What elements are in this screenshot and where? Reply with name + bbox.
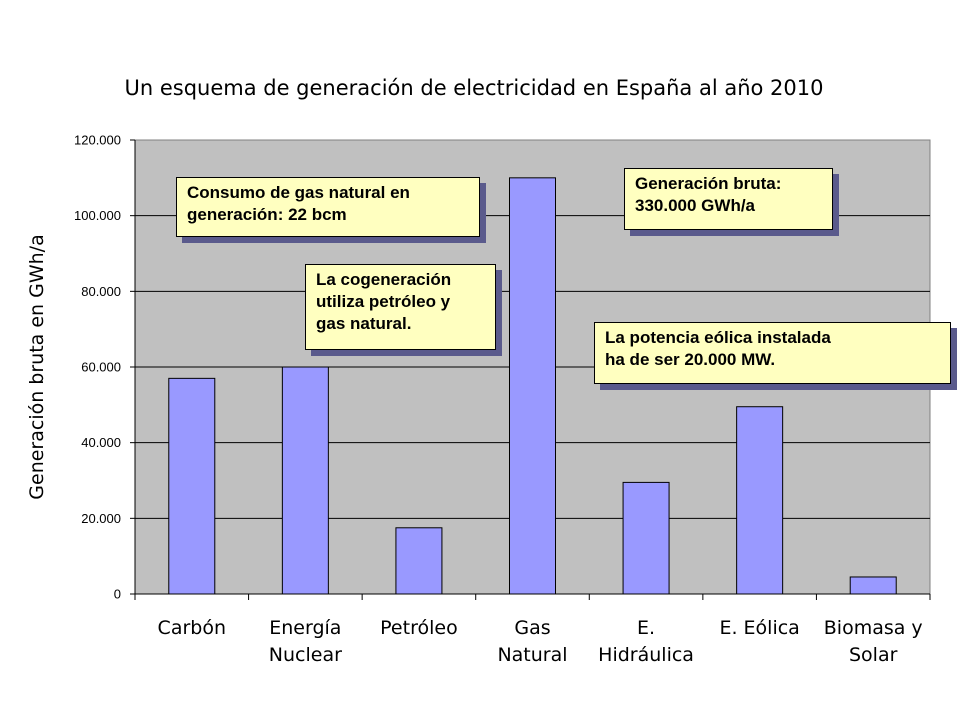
annotation-gross-generation: Generación bruta: 330.000 GWh/a [624, 168, 833, 230]
annotation-cogeneration: La cogeneración utiliza petróleo y gas n… [305, 264, 496, 350]
annotation-line: La potencia eólica instalada [605, 328, 831, 347]
annotation-wind-capacity: La potencia eólica instalada ha de ser 2… [594, 322, 951, 384]
bar [509, 177, 556, 595]
bar [622, 481, 670, 595]
y-axis-label: Generación bruta en GWh/a [26, 234, 48, 499]
annotation-line: gas natural. [316, 314, 412, 333]
x-tick-label: E. Hidráulica [598, 617, 694, 666]
x-tick-label: Carbón [158, 617, 226, 639]
bar-series [168, 177, 897, 595]
y-tick-labels: 0 20.000 40.000 60.000 80.000 100.000 120.000 [74, 133, 121, 602]
y-tick-label: 120.000 [74, 133, 121, 148]
y-tick-label: 40.000 [81, 435, 121, 450]
annotation-line: 330.000 GWh/a [635, 196, 756, 215]
chart-title: Un esquema de generación de electricidad… [124, 76, 823, 100]
x-tick-label: E. Eólica [719, 617, 799, 639]
annotation-line: La cogeneración [316, 270, 452, 289]
y-tick-label: 0 [114, 587, 121, 602]
annotation-line: generación: 22 bcm [187, 205, 347, 224]
annotation-line: Generación bruta: [635, 174, 782, 193]
x-tick-label: Petróleo [380, 617, 458, 639]
x-tick-label: Biomasa y Solar [824, 617, 923, 666]
y-tick-label: 100.000 [74, 208, 121, 223]
bar [168, 377, 216, 595]
annotation-gas-consumption: Consumo de gas natural en generación: 22… [176, 177, 480, 237]
y-tick-label: 80.000 [81, 284, 121, 299]
y-tick-label: 20.000 [81, 511, 121, 526]
x-tick-label: Energía Nuclear [269, 617, 342, 666]
bar [281, 366, 329, 595]
bar [849, 576, 897, 595]
bar [736, 406, 784, 595]
annotation-line: Consumo de gas natural en [187, 183, 410, 202]
annotation-line: ha de ser 20.000 MW. [605, 350, 776, 369]
x-tick-label: Gas Natural [497, 617, 567, 666]
bar [395, 527, 443, 595]
y-tick-label: 60.000 [81, 360, 121, 375]
axes [134, 140, 931, 600]
annotation-line: utiliza petróleo y [316, 292, 451, 311]
x-tick-labels: Carbón Energía Nuclear Petróleo Gas Natural E.… [158, 617, 923, 666]
